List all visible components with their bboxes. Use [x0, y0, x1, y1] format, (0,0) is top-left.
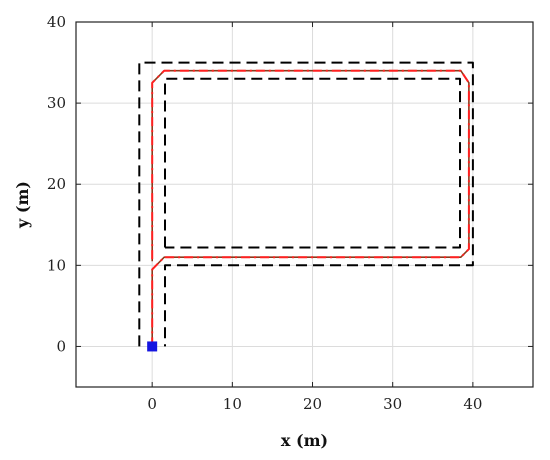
plot-frame [75, 21, 534, 388]
boundary-line [138, 61, 474, 347]
x-axis-label: x (m) [281, 431, 328, 450]
x-tick-label: 30 [383, 395, 402, 413]
y-tick-label: 0 [56, 337, 66, 355]
y-tick-label: 30 [47, 94, 66, 112]
y-tick-label: 10 [47, 256, 66, 274]
y-tick-label: 40 [47, 13, 66, 31]
boundary-line [164, 77, 461, 249]
start-marker [147, 341, 158, 352]
x-tick-label: 40 [463, 395, 482, 413]
x-tick-label: 10 [223, 395, 242, 413]
y-axis-label: y (m) [13, 181, 32, 229]
marker-group [147, 341, 158, 352]
reference-path-line [151, 69, 470, 347]
x-tick-label: 0 [147, 395, 157, 413]
y-tick-label: 20 [47, 175, 66, 193]
actual-path-line [151, 69, 470, 347]
series-group [138, 61, 474, 347]
x-tick-label: 20 [303, 395, 322, 413]
ticks: 0 10 20 30 40 0 10 20 30 40 [47, 13, 533, 413]
